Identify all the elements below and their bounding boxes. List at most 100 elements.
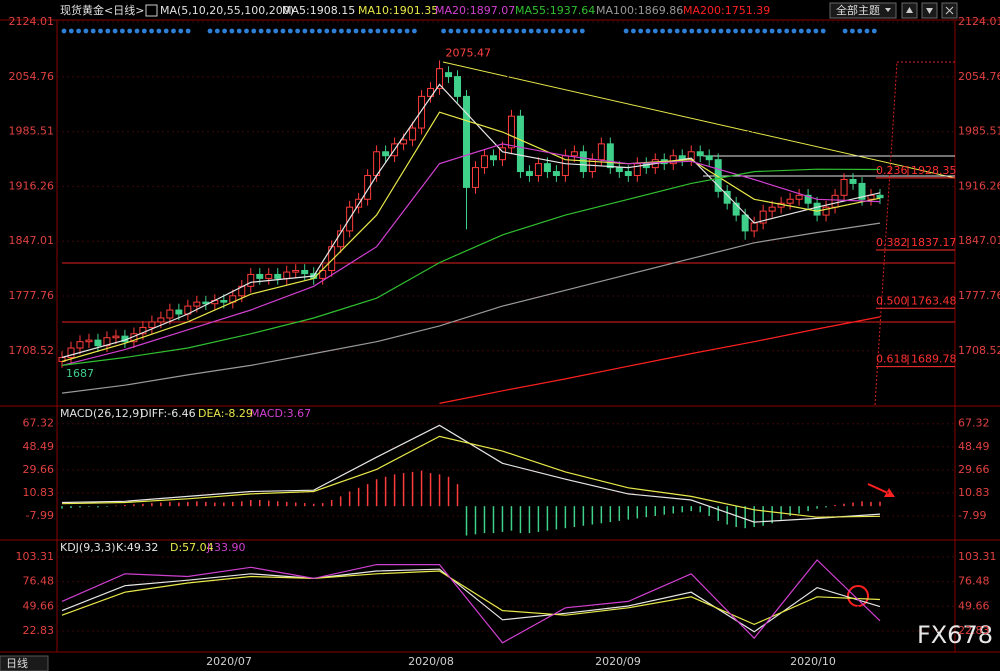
event-dot xyxy=(309,28,315,34)
y-tick-label: 76.48 xyxy=(23,575,55,588)
event-dot xyxy=(236,28,242,34)
event-dot xyxy=(682,28,687,34)
event-dot xyxy=(733,28,738,34)
candle-body xyxy=(292,269,300,273)
y-tick-label: 2054.76 xyxy=(9,70,55,83)
x-tick-label: 2020/07 xyxy=(206,655,252,668)
watermark: FX678 xyxy=(917,621,993,649)
event-dot xyxy=(375,28,381,34)
candle-body xyxy=(364,175,372,200)
event-dot xyxy=(645,28,651,34)
event-dot xyxy=(346,28,352,34)
fib-line xyxy=(874,61,898,406)
line-series xyxy=(439,316,881,404)
candle-body xyxy=(193,301,201,307)
candle-body xyxy=(615,167,623,173)
line-series xyxy=(61,83,881,359)
candle-body xyxy=(507,115,515,149)
event-dot xyxy=(499,28,505,34)
event-dot xyxy=(163,28,169,34)
line-series xyxy=(61,570,881,626)
event-dot xyxy=(864,28,870,34)
candle-body xyxy=(94,339,102,347)
legend-entry: MA100:1869.86 xyxy=(596,4,683,17)
settings-icon[interactable] xyxy=(145,4,158,17)
candle-body xyxy=(175,309,183,315)
candle-body xyxy=(480,155,488,169)
event-dot xyxy=(755,28,760,34)
y2-tick-label: 49.66 xyxy=(958,599,990,612)
event-dot xyxy=(397,28,403,34)
event-dot xyxy=(550,28,556,34)
y-tick-label: 1708.52 xyxy=(9,344,55,357)
ma-params: MA(5,10,20,55,100,200) xyxy=(160,4,294,17)
candle-body xyxy=(139,326,147,335)
candle-body xyxy=(741,214,749,232)
event-dot xyxy=(287,28,293,34)
event-dot xyxy=(76,28,81,34)
candle-body xyxy=(786,198,794,204)
event-dot xyxy=(747,28,753,34)
legend-entry: MA55:1937.64 xyxy=(515,4,595,17)
candle-body xyxy=(112,335,120,339)
candle-body xyxy=(418,95,426,129)
event-dot xyxy=(360,28,366,34)
event-dot xyxy=(842,28,848,34)
line-series xyxy=(61,559,881,644)
event-dot xyxy=(149,28,155,34)
event-dot xyxy=(441,28,446,34)
y2-tick-label: -7.99 xyxy=(958,509,986,522)
candle-body xyxy=(436,68,444,89)
candle-body xyxy=(525,171,533,177)
candle-body xyxy=(445,72,453,78)
legend-entry: MA200:1751.39 xyxy=(683,4,770,17)
event-dot xyxy=(141,28,147,34)
event-dot xyxy=(448,28,454,34)
event-dot xyxy=(207,28,213,34)
event-dot xyxy=(178,28,184,34)
period-tab[interactable] xyxy=(0,655,49,671)
candle-body xyxy=(831,194,839,208)
legend-entry: J:33.90 xyxy=(206,541,245,554)
fib-value: 1689.78 xyxy=(911,353,957,366)
candle-body xyxy=(597,143,605,161)
event-dot xyxy=(477,28,483,34)
event-dot xyxy=(777,28,782,34)
event-dot xyxy=(127,28,133,34)
candle-body xyxy=(696,151,704,157)
event-dot xyxy=(90,28,96,34)
candle-body xyxy=(723,190,731,204)
fib-ratio: 0.236 xyxy=(876,164,908,177)
event-dot xyxy=(244,28,249,34)
event-dot xyxy=(631,28,636,34)
event-dot xyxy=(769,28,775,34)
y2-tick-label: 22.83 xyxy=(958,624,990,637)
candle-body xyxy=(768,206,776,212)
event-dot xyxy=(725,28,731,34)
event-dot xyxy=(485,28,490,34)
theme-button[interactable] xyxy=(829,2,897,19)
candle-body xyxy=(543,163,551,173)
line-series xyxy=(61,424,881,523)
event-dot xyxy=(229,28,235,34)
legend-entry: MA20:1897.07 xyxy=(435,4,515,17)
candle-body xyxy=(858,182,866,200)
up-icon xyxy=(906,7,913,13)
theme-button-label: 全部主题 xyxy=(836,3,880,17)
event-dot xyxy=(521,28,527,34)
event-dot xyxy=(302,28,308,34)
y2-tick-label: 1708.52 xyxy=(958,344,1000,357)
candle-body xyxy=(148,321,156,328)
event-dot xyxy=(134,28,140,34)
highlight-circle xyxy=(847,585,869,607)
event-dot xyxy=(61,28,67,34)
event-dot xyxy=(98,28,103,34)
candle-body xyxy=(301,269,309,275)
y-tick-label: 2124.01 xyxy=(9,15,55,28)
y2-tick-label: 29.66 xyxy=(958,463,990,476)
event-dot xyxy=(404,28,410,34)
event-dot xyxy=(222,28,228,34)
candle-body xyxy=(813,202,821,216)
fib-ratio: 0.382 xyxy=(876,236,908,249)
event-dot xyxy=(258,28,264,34)
